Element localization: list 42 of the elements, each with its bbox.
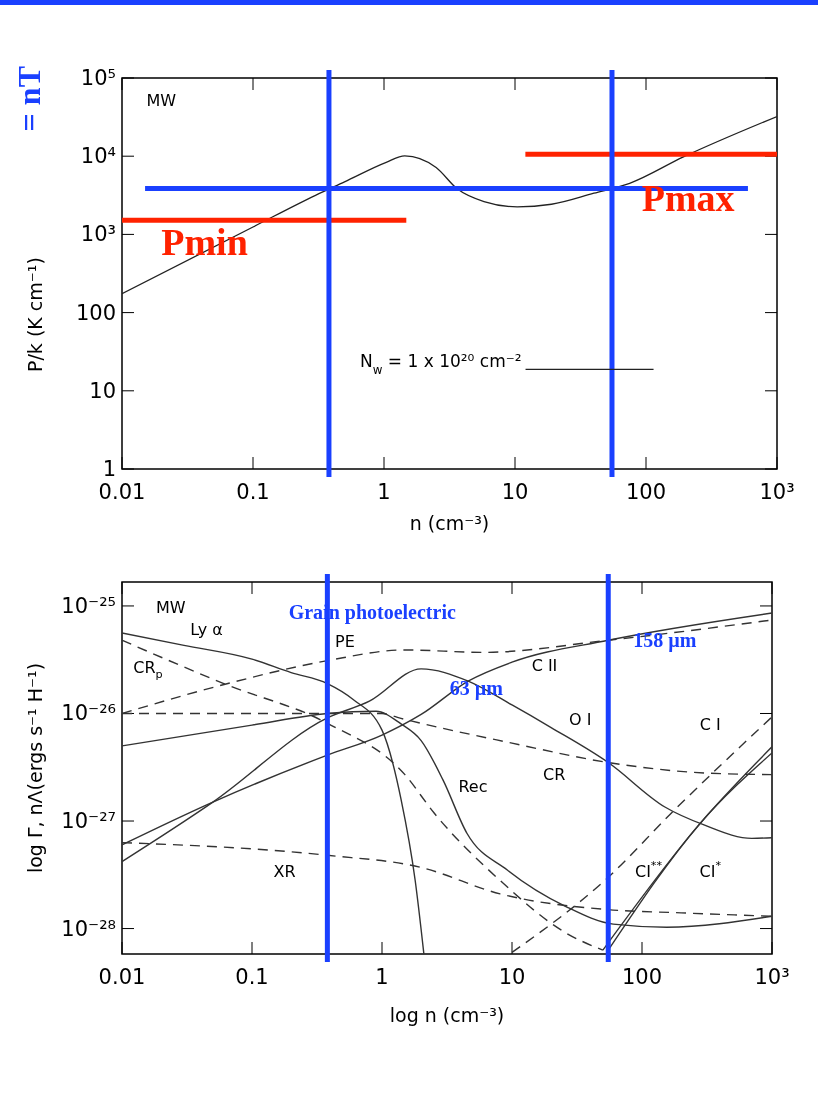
series-label: Ly α [190, 619, 223, 639]
annotation: MW [146, 90, 177, 110]
y-tick-label: 1 [102, 457, 116, 481]
x-axis-title: log n (cm⁻³) [389, 1004, 505, 1026]
y-tick-label: 10³ [80, 222, 116, 247]
y-axis-title: P/k (K cm⁻¹) [24, 257, 46, 372]
x-tick-label: 0.01 [98, 965, 146, 989]
y-tick-label: 10⁻²⁷ [61, 809, 116, 834]
series-label: XR [273, 861, 296, 881]
x-tick-label: 1 [377, 480, 391, 504]
y-tick-label: 10⁻²⁶ [61, 701, 116, 726]
text: N$_{w}$ = 1 x 10²⁰ cm⁻² [359, 351, 522, 378]
y-tick-label: 10⁻²⁸ [61, 916, 116, 941]
series-label: CR$_{p}$ [133, 657, 163, 681]
text: = nT [11, 66, 47, 132]
series-label: O I [569, 709, 592, 729]
y-tick-label: 10⁴ [80, 144, 116, 169]
x-tick-label: 10 [501, 480, 529, 504]
series-label: CR [543, 764, 566, 784]
y-tick-label: 100 [75, 300, 116, 325]
series-label: C I [699, 714, 721, 734]
annotation: MW [155, 597, 186, 617]
x-tick-label: 10 [498, 965, 526, 989]
series-label: CI$^{*}$ [699, 858, 722, 881]
x-tick-label: 100 [621, 965, 663, 989]
series-label: Rec [458, 776, 488, 796]
y-tick-label: 10 [89, 378, 116, 403]
x-tick-label: 0.1 [235, 965, 269, 989]
x-tick-label: 0.1 [236, 480, 270, 504]
x-tick-label: 10³ [759, 480, 795, 504]
series-label: C II [531, 655, 558, 675]
y-tick-label: 10⁻²⁵ [61, 593, 116, 618]
x-tick-label: 0.01 [98, 480, 146, 504]
x-axis-title: n (cm⁻³) [409, 512, 490, 534]
x-tick-label: 100 [625, 480, 667, 504]
series-label: PE [335, 631, 355, 651]
x-tick-label: 1 [375, 965, 389, 989]
y-tick-label: 10⁵ [80, 66, 116, 90]
y-axis-title: log Γ, nΛ(ergs s⁻¹ H⁻¹) [24, 662, 46, 874]
series-label: CI$^{**}$ [634, 858, 663, 881]
annotation: 158 µm [633, 628, 697, 652]
x-tick-label: 10³ [754, 965, 790, 989]
